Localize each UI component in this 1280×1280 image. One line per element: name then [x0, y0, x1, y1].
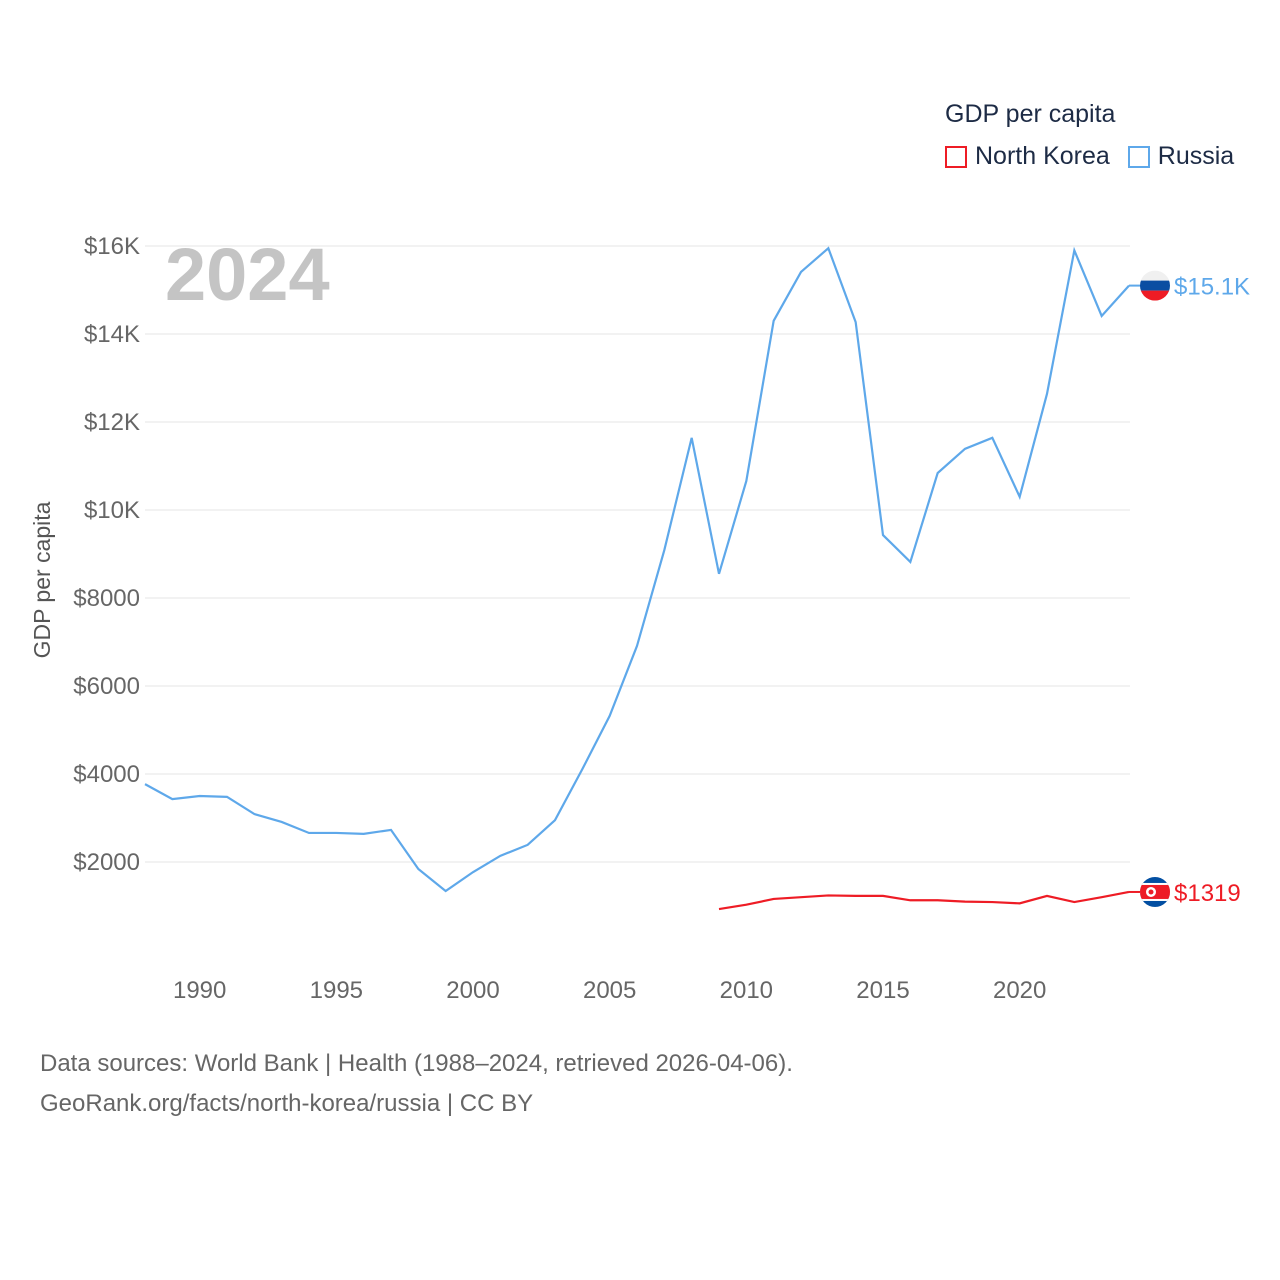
y-tick-label: $12K: [84, 409, 140, 436]
legend-swatch-north-korea: [945, 145, 967, 168]
y-tick-label: $8000: [73, 585, 140, 612]
x-axis-ticks: 1990 1995 2000 2005 2010 2015 2020: [173, 977, 1046, 1004]
russia-flag-icon: [1140, 270, 1170, 301]
y-axis-ticks: $2000 $4000 $6000 $8000 $10K $12K $14K $16K: [73, 233, 140, 876]
footer: Data sources: World Bank | Health (1988–…: [40, 1044, 793, 1124]
legend-title: GDP per capita: [945, 100, 1116, 128]
x-tick-label: 2015: [856, 977, 909, 1004]
legend-item-north-korea[interactable]: North Korea: [945, 142, 1110, 171]
x-tick-label: 1990: [173, 977, 226, 1004]
grid-lines: [145, 245, 1130, 863]
y-tick-label: $4000: [73, 761, 140, 788]
legend-swatch-russia: [1127, 145, 1150, 168]
x-tick-label: 2005: [583, 977, 636, 1004]
series-line-russia[interactable]: [144, 246, 1130, 893]
y-axis-label: GDP per capita: [29, 501, 55, 658]
data-sources: Data sources: World Bank | Health (1988–…: [40, 1050, 793, 1077]
end-value-label: $15.1K: [1174, 274, 1250, 301]
x-tick-label: 2020: [993, 977, 1046, 1004]
north-korea-flag-icon: [1140, 876, 1170, 907]
x-tick-label: 2010: [720, 977, 773, 1004]
legend: North Korea Russia: [945, 142, 1252, 171]
year-watermark: 2024: [165, 233, 330, 316]
series-line-north-korea[interactable]: [718, 890, 1130, 911]
series-lines: [144, 246, 1130, 911]
legend-label: North Korea: [975, 142, 1110, 170]
legend-label: Russia: [1157, 142, 1235, 170]
y-tick-label: $6000: [73, 673, 140, 700]
y-tick-label: $14K: [84, 321, 140, 348]
y-tick-label: $16K: [84, 233, 140, 260]
y-tick-label: $2000: [73, 849, 140, 876]
legend-item-russia[interactable]: Russia: [1127, 142, 1235, 171]
source-link[interactable]: GeoRank.org/facts/north-korea/russia | C…: [40, 1090, 534, 1117]
series-end-labels: $15.1K $1319: [1129, 270, 1250, 907]
x-tick-label: 1995: [310, 977, 363, 1004]
end-value-label: $1319: [1174, 880, 1241, 907]
y-tick-label: $10K: [84, 497, 140, 524]
x-tick-label: 2000: [446, 977, 499, 1004]
